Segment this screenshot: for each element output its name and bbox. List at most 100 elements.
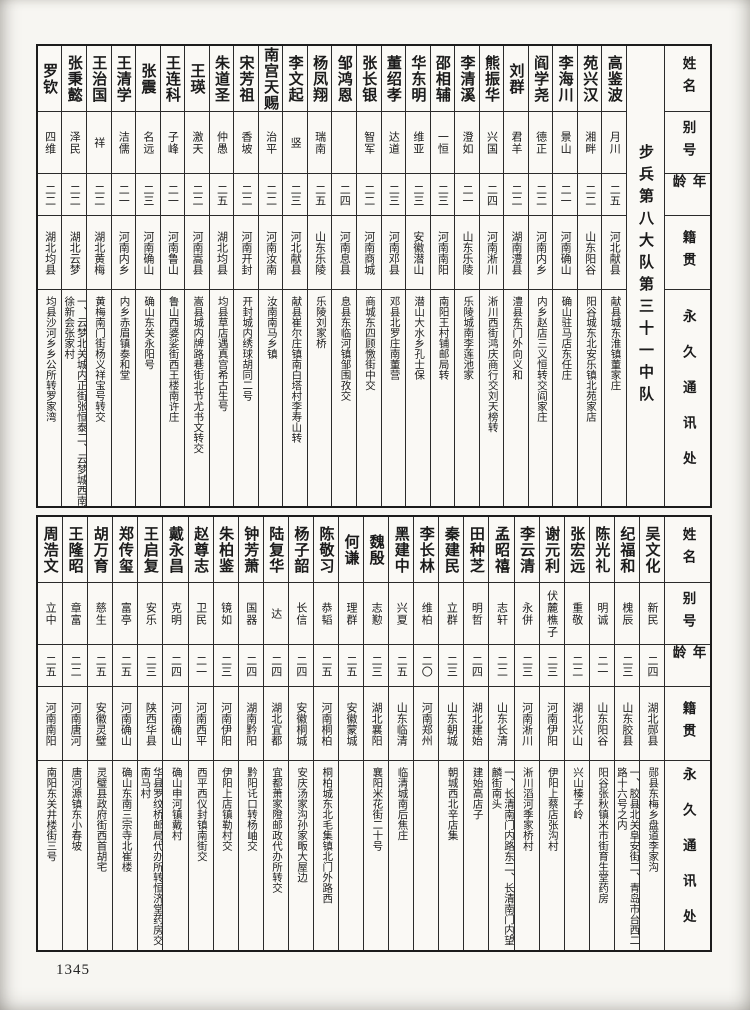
entry-address: 灵璧县政府街西首胡宅 [95, 767, 107, 872]
roster-entry-column: 周浩文 立中 二五 河南南阳 南阳东关井楼街三号 [38, 517, 63, 950]
entry-native-place: 河南开封 [234, 216, 258, 290]
entry-alias: 理群 [338, 583, 364, 645]
entry-native-place: 河南淅川 [479, 216, 504, 290]
entry-age: 二一 [589, 645, 614, 687]
entry-address: 阳谷城东北安乐镇北苑家店 [584, 296, 596, 422]
entry-age: 二四 [332, 174, 356, 216]
entry-name: 王隆昭 [63, 517, 88, 583]
entry-name: 王清学 [111, 46, 136, 112]
entry-age: 二五 [88, 645, 113, 687]
entry-alias: 君羊 [504, 112, 528, 174]
entry-alias: 泽民 [62, 112, 86, 174]
entry-alias: 卫民 [188, 583, 213, 645]
entry-age: 二二 [356, 174, 381, 216]
entry-alias: 维亚 [406, 112, 430, 174]
roster-entry-column: 王瑛 激天 二二 河南嵩县 嵩县城内牌路巷街北节尤书文转交 [184, 46, 209, 506]
entry-age: 二四 [479, 174, 504, 216]
roster-entry-column: 田种芝 明哲 二四 湖北建始 建始高店子 [463, 517, 489, 950]
entry-age: 二三 [364, 645, 389, 687]
roster-entry-column: 朱道圣 仲愚 二五 湖北均县 均县草店遇真宫希古生号 [208, 46, 234, 506]
roster-entry-column: 胡万育 慈生 二五 安徽灵璧 灵璧县政府街西首胡宅 [87, 517, 113, 950]
roster-entry-column: 王清学 洁儒 二一 河南内乡 内乡赤眉镇泰和堂 [110, 46, 136, 506]
entry-age: 二一 [553, 174, 577, 216]
entry-name: 陆复华 [263, 517, 288, 583]
entry-address: 西平西仪封镇南街交 [195, 767, 207, 862]
entry-native-place: 湖北襄阳 [364, 687, 389, 761]
entry-native-place: 湖北均县 [209, 216, 234, 290]
entry-native-place: 河南内乡 [528, 216, 553, 290]
entry-age: 二二 [528, 174, 553, 216]
header-name: 姓名 [665, 46, 710, 112]
entry-native-place: 湖北云梦 [62, 216, 86, 290]
entry-address: 一、胶县北关阜安街二、青岛市台西二路十六号之内 [615, 767, 639, 946]
entry-native-place: 陕西华县 [138, 687, 163, 761]
entry-name: 苑兴汉 [577, 46, 602, 112]
entry-native-place: 河南南阳 [38, 687, 63, 761]
entry-address: 鲁山西婆娑街西王楼南许庄 [167, 296, 179, 422]
entry-address: 潜山大水乡孔士保 [413, 296, 425, 380]
entry-address: 澧县东门外向义和 [511, 296, 523, 380]
entry-alias: 名远 [136, 112, 160, 174]
entry-age: 二二 [63, 645, 88, 687]
entry-alias: 智军 [356, 112, 381, 174]
roster-entry-column: 谢元利 伏麓樵子 二三 河南伊阳 伊阳上蔡店张沟村 [538, 517, 564, 950]
entry-native-place: 安徽潜山 [406, 216, 430, 290]
entry-address: 确山东南三宗寺北崔楼 [120, 767, 132, 872]
entry-name: 孟昭禧 [489, 517, 514, 583]
entry-name: 王治国 [86, 46, 111, 112]
roster-entry-column: 李文起 竖 二三 河北献县 献县崔尔庄镇南白塔村李寿山转 [282, 46, 307, 506]
page-number: 1345 [56, 962, 90, 978]
entry-alias: 富亭 [113, 583, 138, 645]
entry-native-place: 山东乐陵 [307, 216, 332, 290]
entry-name: 纪福和 [614, 517, 639, 583]
entry-alias: 维柏 [414, 583, 439, 645]
roster-entry-column: 邹鸿恩 二四 河南息县 息县东临河镇邹围孜交 [331, 46, 356, 506]
roster-entry-column: 熊振华 兴国 二四 河南淅川 淅川西街鸿庆商行交刘天榜转 [478, 46, 504, 506]
entry-native-place: 河南西平 [188, 687, 213, 761]
entry-age: 二五 [307, 174, 332, 216]
entry-address: 南阳东关井楼街三号 [45, 767, 57, 862]
roster-entry-column: 刘群 君羊 二二 湖南澧县 澧县东门外向义和 [503, 46, 528, 506]
entry-age: 二四 [288, 645, 313, 687]
roster-entry-column: 李清溪 澄如 二一 山东乐陵 乐陵城南李莲池家 [454, 46, 479, 506]
entry-native-place: 河南内乡 [111, 216, 136, 290]
entry-address: 均县草店遇真宫希古生号 [216, 296, 228, 412]
entry-age: 二三 [406, 174, 430, 216]
entry-native-place: 河南息县 [332, 216, 356, 290]
roster-entry-column: 李云清 永併 二三 河南淅川 淅川滔河季家桥村 [513, 517, 539, 950]
entry-name: 高鉴波 [602, 46, 626, 112]
entry-name: 张震 [136, 46, 160, 112]
entry-address: 均县沙河乡乡公所转罗家湾 [44, 296, 56, 422]
entry-native-place: 山东胶县 [614, 687, 639, 761]
entry-age: 二三 [514, 645, 539, 687]
entry-address: 黔阳讬口转杨岫交 [245, 767, 257, 851]
entry-age: 二二 [86, 174, 111, 216]
entry-name: 李文起 [283, 46, 307, 112]
entry-address: 确山申河镇戴村 [170, 767, 182, 841]
entry-alias: 志懃 [364, 583, 389, 645]
entry-name: 杨凤翔 [307, 46, 332, 112]
entry-alias: 仲愚 [209, 112, 234, 174]
entry-alias: 安乐 [138, 583, 163, 645]
entry-name: 周浩文 [38, 517, 63, 583]
entry-age: 二五 [38, 645, 63, 687]
entry-name: 张长银 [356, 46, 381, 112]
entry-name: 吴文化 [639, 517, 664, 583]
entry-native-place: 河南淅川 [514, 687, 539, 761]
entry-name: 陈敬习 [313, 517, 338, 583]
entry-name: 杨子韶 [288, 517, 313, 583]
entry-age: 二二 [258, 174, 283, 216]
entry-native-place: 湖北郧县 [639, 687, 664, 761]
entry-native-place: 山东长清 [489, 687, 514, 761]
roster-entry-column: 黑建中 兴夏 二五 山东临清 临清城南后焦庄 [388, 517, 414, 950]
entry-name: 熊振华 [479, 46, 504, 112]
entry-address: 内乡赤眉镇泰和堂 [118, 296, 130, 380]
header-age: 年龄 [665, 645, 710, 687]
entry-name: 李长林 [414, 517, 439, 583]
entry-age: 二二 [185, 174, 209, 216]
roster-entry-column: 魏殷 志懃 二三 湖北襄阳 襄阳米花街二十号 [363, 517, 389, 950]
entry-name: 邹鸿恩 [332, 46, 356, 112]
entry-name: 张宏远 [564, 517, 589, 583]
entry-name: 胡万育 [88, 517, 113, 583]
entry-name: 黑建中 [389, 517, 414, 583]
